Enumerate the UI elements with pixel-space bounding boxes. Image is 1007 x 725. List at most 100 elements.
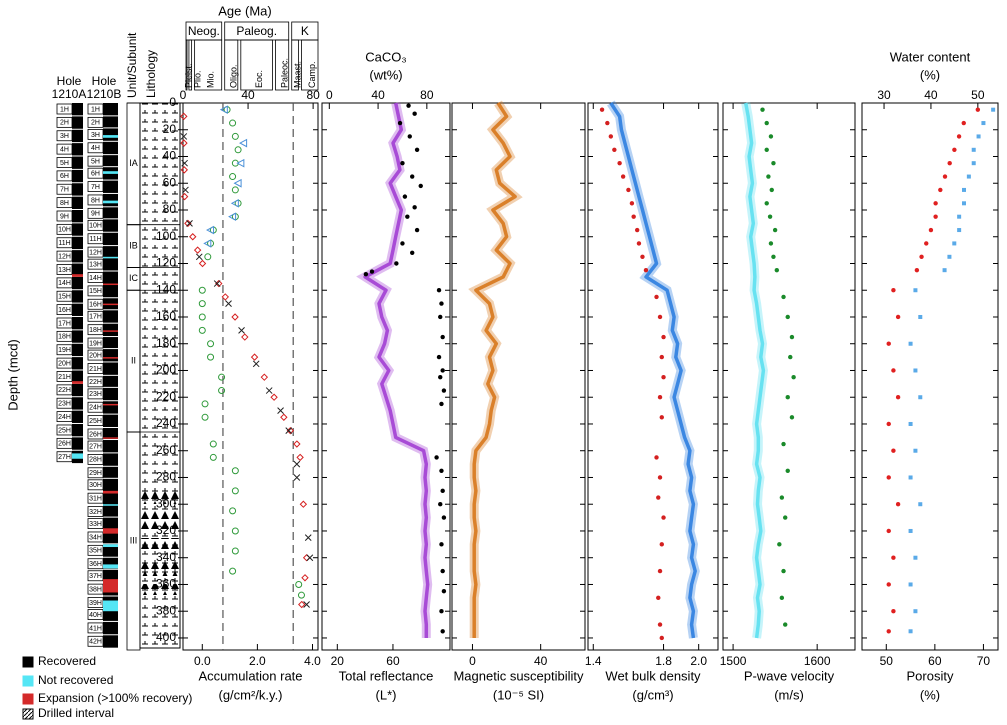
core-label: 32H bbox=[89, 509, 102, 516]
core-label-box bbox=[87, 518, 104, 529]
not-recovered-interval bbox=[103, 600, 118, 612]
data-point bbox=[767, 214, 773, 219]
data-point bbox=[296, 453, 304, 462]
data-point bbox=[407, 134, 412, 139]
data-point bbox=[436, 288, 442, 293]
core-label: 20H bbox=[89, 352, 102, 359]
core-label: 9H bbox=[60, 213, 69, 220]
data-point bbox=[657, 622, 663, 627]
data-point bbox=[962, 187, 966, 192]
legend-label: Recovered bbox=[38, 654, 96, 668]
data-point bbox=[785, 468, 790, 473]
y-tick-label: 120 bbox=[156, 256, 176, 270]
not-recovered-interval bbox=[72, 453, 83, 459]
data-point bbox=[181, 159, 188, 167]
core-label: 10H bbox=[58, 227, 71, 234]
epoch-label: Paleoc. bbox=[279, 58, 289, 88]
x-tick-label: 40 bbox=[534, 654, 548, 668]
expansion-interval bbox=[103, 403, 118, 406]
y-tick-label: 180 bbox=[156, 336, 176, 350]
data-point bbox=[394, 261, 399, 266]
data-point bbox=[410, 250, 415, 255]
data-point bbox=[781, 441, 786, 447]
core-label-box bbox=[87, 428, 104, 440]
y-tick-label: 220 bbox=[156, 389, 176, 403]
data-point bbox=[440, 368, 445, 373]
log-line-core bbox=[468, 100, 523, 638]
data-point bbox=[886, 421, 891, 427]
data-point bbox=[947, 254, 952, 259]
y-tick-label: 260 bbox=[156, 443, 176, 457]
data-point bbox=[236, 158, 245, 168]
chert-band bbox=[141, 584, 179, 595]
y-tick-label: 380 bbox=[156, 603, 176, 617]
core-label-box bbox=[87, 116, 104, 128]
data-point bbox=[412, 205, 417, 210]
core-label-box bbox=[87, 376, 104, 388]
not-recovered-interval bbox=[103, 544, 118, 548]
data-point bbox=[891, 288, 896, 293]
core-label: 16H bbox=[58, 307, 71, 314]
core-label: 24H bbox=[89, 405, 102, 412]
data-point bbox=[785, 314, 790, 320]
data-point bbox=[218, 387, 226, 395]
expansion-interval bbox=[103, 303, 118, 306]
data-point bbox=[397, 120, 403, 126]
data-point bbox=[250, 353, 259, 361]
data-point bbox=[895, 395, 901, 400]
core-recovered bbox=[103, 440, 118, 453]
core-label-box bbox=[56, 371, 73, 382]
top-tick-label: 30 bbox=[877, 88, 891, 102]
core-label: 3H bbox=[91, 132, 100, 139]
core-recovered bbox=[103, 207, 118, 219]
data-point bbox=[203, 239, 212, 248]
expansion-interval bbox=[103, 283, 118, 286]
core-label: 40H bbox=[89, 612, 102, 619]
panel-frame bbox=[451, 102, 586, 651]
core-label-box bbox=[56, 264, 73, 275]
data-point bbox=[657, 475, 663, 480]
data-point bbox=[924, 241, 929, 246]
data-point bbox=[280, 413, 288, 421]
core-recovered bbox=[103, 505, 118, 517]
log-line-core bbox=[356, 102, 433, 638]
data-point bbox=[293, 440, 301, 448]
x-tick-label: 1500 bbox=[720, 654, 747, 668]
data-point bbox=[908, 421, 913, 426]
data-point bbox=[886, 629, 891, 634]
core-label: 5H bbox=[60, 160, 69, 167]
core-label: 26H bbox=[89, 431, 102, 438]
data-point bbox=[913, 448, 918, 453]
data-point bbox=[656, 495, 661, 500]
data-point bbox=[966, 174, 971, 179]
core-recovered bbox=[103, 453, 118, 466]
core-label-box bbox=[56, 250, 73, 262]
data-point bbox=[764, 120, 769, 126]
data-point bbox=[204, 253, 212, 261]
data-point bbox=[654, 455, 659, 460]
data-point bbox=[919, 254, 924, 260]
data-point bbox=[981, 121, 986, 126]
expansion-interval bbox=[72, 381, 83, 384]
core-label-box bbox=[56, 223, 73, 235]
core-label-box bbox=[87, 415, 104, 427]
legend-swatch bbox=[22, 693, 34, 705]
data-point bbox=[198, 286, 206, 294]
data-point bbox=[938, 187, 943, 193]
x-axis-label: P-wave velocity bbox=[744, 668, 835, 683]
core-recovered bbox=[103, 258, 118, 271]
epoch-box bbox=[291, 39, 299, 91]
core-label-box bbox=[87, 337, 104, 349]
unit-label: II bbox=[131, 355, 136, 365]
y-tick-label: 80 bbox=[163, 202, 177, 216]
data-point bbox=[942, 174, 948, 179]
core-recovered bbox=[103, 103, 118, 116]
core-label-box bbox=[87, 194, 104, 206]
top-tick-label: 80 bbox=[420, 88, 434, 102]
y-tick-label: 160 bbox=[156, 309, 176, 323]
data-point bbox=[400, 160, 405, 166]
x-tick-label: 0 bbox=[469, 654, 476, 668]
data-point bbox=[933, 214, 938, 219]
data-point bbox=[277, 407, 284, 414]
